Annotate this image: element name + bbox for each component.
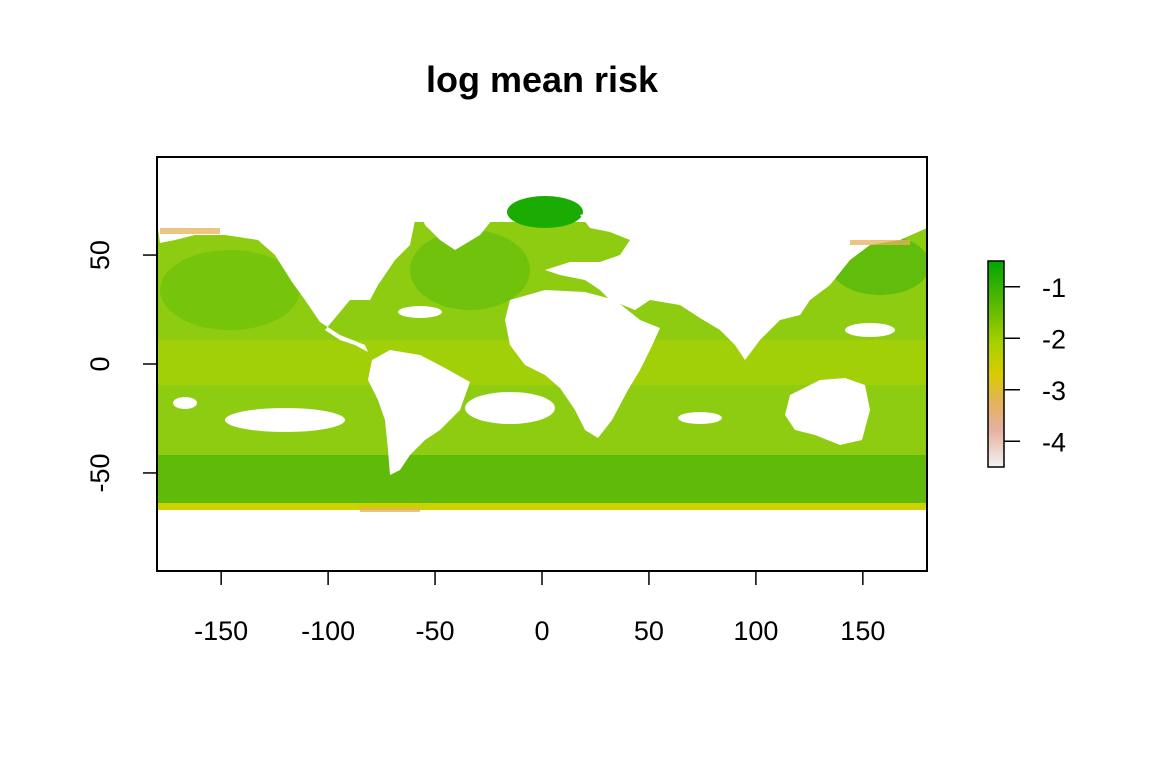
south-pacific-gyre xyxy=(225,408,345,432)
eurasia xyxy=(545,198,927,360)
gyre-patches xyxy=(173,306,895,432)
north-atlantic-gyre xyxy=(398,306,442,318)
x-tick-label: 50 xyxy=(634,616,664,646)
x-tick-label: -100 xyxy=(301,616,355,646)
africa xyxy=(505,290,660,438)
southern-ocean-band xyxy=(157,455,927,505)
indian-ocean-gyre xyxy=(678,412,722,424)
north-atlantic-green xyxy=(410,230,530,310)
north-pacific-green xyxy=(160,250,300,330)
y-axis: 50 0 -50 xyxy=(85,240,158,492)
arctic-green xyxy=(507,196,583,228)
colorbar-ticks: -1 -2 -3 -4 xyxy=(1004,273,1066,457)
south-america xyxy=(368,350,470,475)
colorbar-tick-label: -4 xyxy=(1042,427,1066,457)
antarctic-tint xyxy=(360,508,420,512)
x-tick-label: 0 xyxy=(534,616,549,646)
colorbar-tick-label: -2 xyxy=(1042,324,1066,354)
siberia-coast-tint xyxy=(850,240,910,245)
y-tick-label: -50 xyxy=(85,453,115,492)
x-tick-label: 150 xyxy=(840,616,885,646)
north-pacific-gyre xyxy=(845,323,895,337)
coastal-tints xyxy=(160,228,910,512)
colorbar-tick-label: -1 xyxy=(1042,273,1066,303)
colorbar-gradient xyxy=(987,260,1005,468)
east-pacific-patch xyxy=(173,397,197,409)
colorbar: -1 -2 -3 -4 xyxy=(987,260,1066,468)
antarctic-edge xyxy=(157,503,927,510)
greenland xyxy=(415,198,500,250)
north-america xyxy=(157,205,415,352)
chart-title: log mean risk xyxy=(426,59,659,100)
x-axis: -150 -100 -50 0 50 100 150 xyxy=(194,570,885,646)
x-tick-label: -150 xyxy=(194,616,248,646)
x-tick-label: -50 xyxy=(416,616,455,646)
risk-raster xyxy=(157,196,927,571)
colorbar-tick-label: -3 xyxy=(1042,376,1066,406)
x-tick-label: 100 xyxy=(733,616,778,646)
antarctica xyxy=(157,510,927,571)
south-atlantic-gyre xyxy=(465,392,555,424)
land-masses xyxy=(157,198,927,571)
y-tick-label: 0 xyxy=(85,356,115,371)
australia xyxy=(785,378,870,445)
y-tick-label: 50 xyxy=(85,240,115,270)
alaska-coast-tint xyxy=(160,228,220,234)
